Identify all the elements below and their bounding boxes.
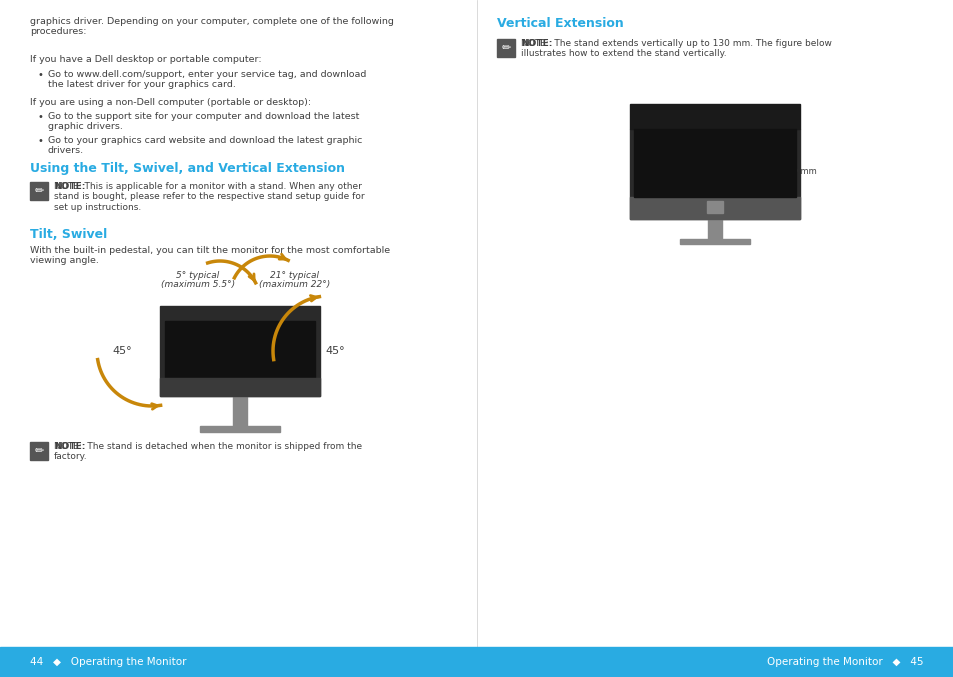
Text: If you are using a non-Dell computer (portable or desktop):: If you are using a non-Dell computer (po… [30,98,311,107]
Bar [160,306,319,396]
Bar [706,201,722,213]
Text: NOTE:: NOTE: [54,442,85,451]
Bar [30,182,48,200]
Text: NOTE: This is applicable for a monitor with a stand. When any other
stand is bou: NOTE: This is applicable for a monitor w… [54,182,364,212]
Text: ✏: ✏ [34,186,44,196]
Text: If you have a Dell desktop or portable computer:: If you have a Dell desktop or portable c… [30,55,261,64]
Text: 21° typical: 21° typical [271,271,319,280]
Bar [497,39,515,57]
Text: ✏: ✏ [34,446,44,456]
Text: (maximum 22°): (maximum 22°) [259,280,331,289]
Text: Tilt, Swivel: Tilt, Swivel [30,228,107,241]
Text: Vertical Extension: Vertical Extension [497,17,623,30]
Bar [165,321,314,391]
Text: (maximum 5.5°): (maximum 5.5°) [161,280,234,289]
Text: NOTE:  The stand extends vertically up to 130 mm. The figure below
illustrates h: NOTE: The stand extends vertically up to… [520,39,831,58]
Text: Using the Tilt, Swivel, and Vertical Extension: Using the Tilt, Swivel, and Vertical Ext… [30,162,345,175]
Bar [707,219,721,239]
Text: ✏: ✏ [500,43,510,53]
Text: Go to the support site for your computer and download the latest
graphic drivers: Go to the support site for your computer… [48,112,359,131]
Bar [0,647,953,677]
Text: •: • [38,70,44,80]
Bar [30,442,48,460]
Text: NOTE:: NOTE: [520,39,552,48]
Bar [634,129,795,197]
Bar [629,104,800,129]
Bar [679,239,749,244]
Text: With the built-in pedestal, you can tilt the monitor for the most comfortable
vi: With the built-in pedestal, you can tilt… [30,246,390,265]
Text: Operating the Monitor   ◆   45: Operating the Monitor ◆ 45 [767,657,923,667]
Text: Go to your graphics card website and download the latest graphic
drivers.: Go to your graphics card website and dow… [48,136,362,156]
Bar [629,197,800,219]
Text: 130 mm: 130 mm [781,167,816,176]
Text: NOTE:: NOTE: [54,182,85,191]
Bar [233,396,247,426]
Text: •: • [38,136,44,146]
Text: •: • [38,112,44,122]
Text: NOTE:  The stand is detached when the monitor is shipped from the
factory.: NOTE: The stand is detached when the mon… [54,442,362,462]
Text: 5° typical: 5° typical [176,271,219,280]
Text: graphics driver. Depending on your computer, complete one of the following
proce: graphics driver. Depending on your compu… [30,17,394,37]
Text: Go to www.dell.com/support, enter your service tag, and download
the latest driv: Go to www.dell.com/support, enter your s… [48,70,366,89]
Bar [200,426,280,432]
Text: 45°: 45° [325,346,344,356]
Text: 45°: 45° [112,346,132,356]
Bar [160,378,319,396]
Text: 44   ◆   Operating the Monitor: 44 ◆ Operating the Monitor [30,657,186,667]
Bar [629,129,800,219]
